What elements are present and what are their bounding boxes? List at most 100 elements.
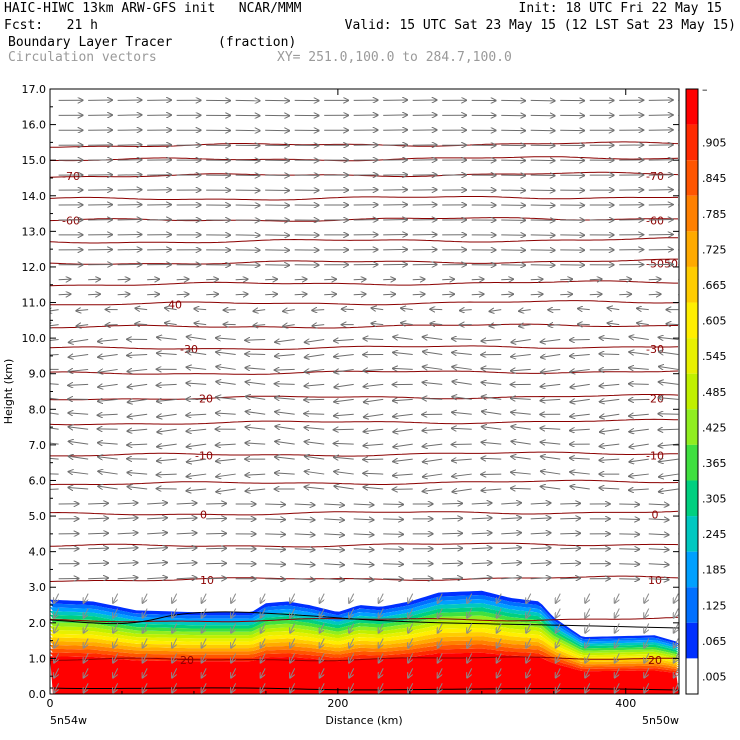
vector-arrow	[265, 279, 277, 280]
vector-arrow	[187, 352, 207, 355]
vector-arrow	[541, 486, 561, 489]
vector-arrow	[541, 456, 561, 459]
tracer-band	[50, 619, 679, 659]
vector-arrow	[68, 369, 89, 371]
vector-arrow	[69, 456, 89, 459]
vector-arrow	[275, 457, 295, 459]
vector-arrow	[98, 354, 118, 357]
vector-arrow	[648, 534, 669, 535]
colorbar-swatch	[686, 89, 698, 125]
vector-arrow	[261, 608, 266, 618]
isotherm-label: -60	[646, 215, 664, 228]
vector-arrow	[408, 683, 414, 692]
vector-arrow	[186, 489, 207, 491]
y-tick-label: 4.0	[29, 546, 47, 559]
vector-arrow	[364, 414, 384, 417]
vector-arrow	[305, 487, 325, 489]
vector-arrow	[334, 340, 354, 341]
colorbar-swatch	[686, 658, 698, 694]
vector-arrow	[585, 608, 591, 618]
vector-arrow	[442, 279, 454, 280]
vector-arrow	[452, 353, 472, 355]
vector-arrow	[349, 623, 355, 633]
vector-arrow	[379, 623, 384, 633]
vector-arrow	[541, 442, 561, 444]
vector-arrow	[50, 457, 59, 460]
vector-arrow	[648, 519, 669, 520]
vector-arrow	[349, 683, 355, 692]
vector-arrow	[615, 668, 620, 677]
vector-arrow	[501, 279, 513, 280]
vector-arrow	[275, 412, 295, 415]
vector-arrow	[379, 638, 384, 647]
y-tick-label: 0.0	[29, 688, 47, 701]
axes: 0.0 1.0 2.0 3.0 4.0 5.0 6.0 7.0 8.0 9.0 10.0 11.0 12…	[2, 83, 679, 727]
vector-arrow	[261, 593, 266, 603]
vector-arrow	[511, 456, 531, 459]
vector-arrow	[497, 623, 502, 633]
vector-arrow	[644, 608, 650, 618]
vector-arrow	[393, 337, 413, 340]
vector-arrow	[383, 294, 395, 295]
vector-arrow	[615, 653, 620, 662]
vector-arrow	[364, 429, 384, 431]
vector-arrow	[88, 533, 108, 534]
vector-arrow	[305, 340, 325, 343]
y-tick-label: 9.0	[29, 368, 47, 381]
vector-arrow	[283, 310, 295, 312]
vector-arrow	[265, 549, 285, 550]
vector-arrow	[530, 294, 543, 295]
vector-arrow	[157, 399, 177, 401]
tracer-band	[50, 648, 679, 674]
vector-arrow	[349, 668, 355, 677]
x-tick-label: 0	[47, 697, 54, 710]
colorbar-frame	[685, 88, 699, 695]
vector-arrow	[393, 444, 413, 447]
vector-arrow	[423, 474, 443, 477]
circulation-vectors	[50, 100, 679, 693]
vector-arrow	[658, 414, 679, 415]
vector-arrow	[659, 367, 679, 370]
isotherm-line	[50, 418, 679, 426]
vector-arrow	[438, 638, 443, 647]
vector-arrow	[560, 279, 572, 280]
isotherm-line	[50, 542, 679, 548]
vector-arrow	[176, 563, 197, 564]
vector-arrow	[147, 578, 167, 579]
y-tick-label: 5.0	[29, 510, 47, 523]
isotherm-label: -70	[62, 170, 80, 183]
tracer-band	[50, 652, 679, 694]
isotherm-line	[50, 451, 678, 457]
isotherm-label: -30	[180, 343, 198, 356]
isotherm-line	[50, 479, 679, 486]
vector-arrow	[353, 294, 366, 295]
vector-arrow	[334, 384, 354, 387]
vector-arrow	[50, 353, 59, 356]
vector-arrow	[452, 459, 472, 461]
vector-arrow	[364, 399, 384, 402]
colorbar-swatch	[686, 480, 698, 517]
vector-arrow	[187, 474, 207, 477]
vector-arrow	[294, 504, 315, 505]
vector-arrow	[556, 683, 561, 692]
vector-arrow	[135, 308, 148, 309]
vector-arrow	[674, 683, 679, 692]
vector-arrow	[408, 593, 414, 603]
vector-arrow	[540, 399, 561, 400]
vector-arrow	[305, 471, 325, 474]
vector-arrow	[172, 653, 178, 662]
vector-arrow	[658, 429, 679, 430]
isotherm-line	[50, 370, 679, 375]
vector-arrow	[54, 653, 60, 662]
vector-arrow	[659, 337, 679, 339]
vector-arrow	[117, 578, 138, 579]
vector-arrow	[253, 310, 266, 312]
isotherm-label: 40	[168, 298, 182, 311]
vector-arrow	[438, 668, 443, 677]
vector-arrow	[379, 608, 384, 618]
colorbar-label: .905	[702, 137, 727, 150]
vector-arrow	[88, 279, 100, 280]
vector-arrow	[589, 294, 602, 295]
vector-arrow	[128, 399, 148, 402]
vector-arrow	[570, 414, 590, 416]
